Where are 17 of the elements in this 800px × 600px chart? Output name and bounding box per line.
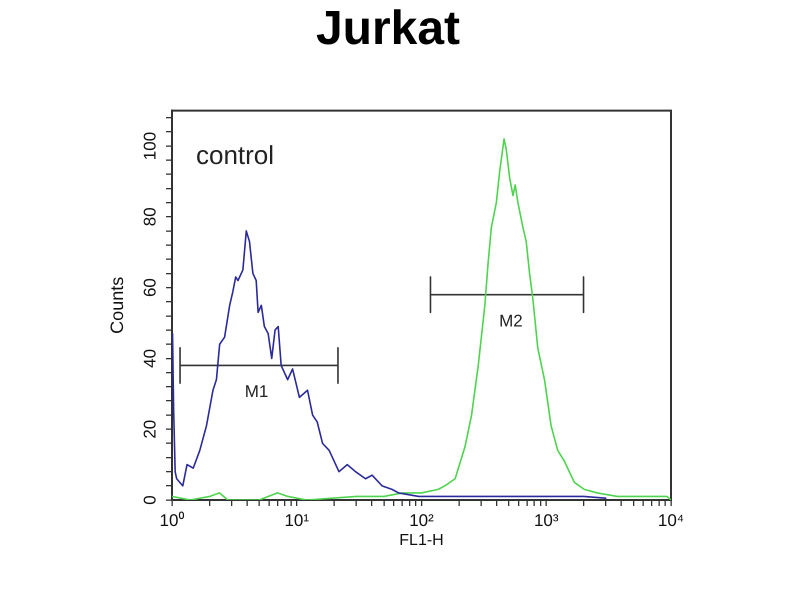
annotation: M1: [244, 382, 268, 402]
y-tick-label: 100: [140, 132, 160, 160]
x-tick-label: 10²: [409, 510, 434, 530]
y-axis-title: Counts: [106, 276, 127, 334]
y-tick-label: 80: [140, 207, 160, 226]
x-tick-label: 10⁴: [658, 510, 684, 530]
chart-title: Jurkat: [316, 2, 460, 56]
x-tick-label: 10¹: [284, 510, 310, 530]
annotation: control: [196, 140, 274, 170]
y-tick-label: 0: [140, 495, 160, 505]
y-tick-label: 20: [140, 420, 160, 439]
y-tick-label: 40: [140, 348, 160, 368]
annotation: M2: [499, 311, 523, 330]
x-axis-title: FL1-H: [399, 532, 444, 549]
x-tick-label: 10⁰: [160, 510, 184, 530]
y-tick-label: 60: [140, 278, 160, 298]
x-tick-label: 10³: [534, 510, 559, 530]
